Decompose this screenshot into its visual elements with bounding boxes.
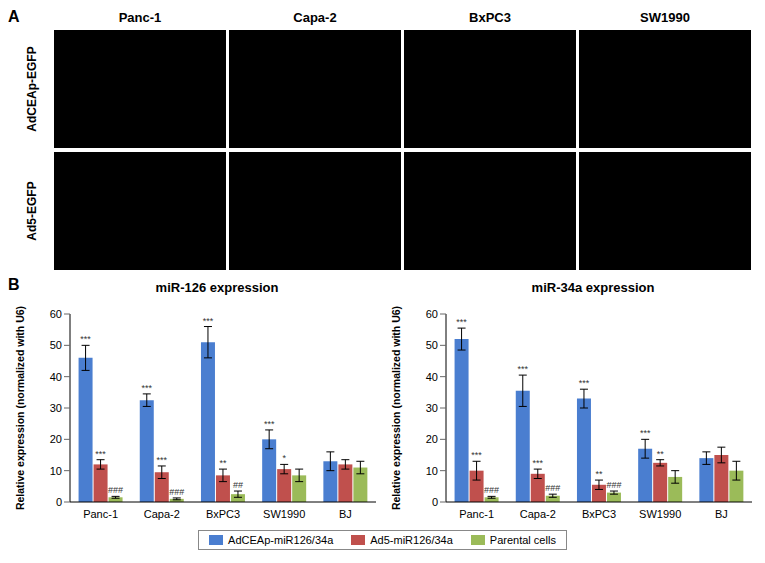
svg-text:***: ***	[456, 317, 467, 327]
svg-text:0: 0	[432, 496, 438, 508]
svg-text:***: ***	[80, 334, 91, 344]
svg-text:60: 60	[50, 308, 62, 320]
svg-text:Capa-2: Capa-2	[520, 508, 556, 520]
html-text:miR-126 expression: miR-126 expression	[155, 280, 279, 295]
svg-text:Panc-1: Panc-1	[459, 508, 494, 520]
html-text:Ad5-miR126/34a: Ad5-miR126/34a	[370, 534, 453, 546]
svg-text:###: ###	[108, 485, 123, 495]
svg-text:###: ###	[484, 485, 499, 495]
html-text:A: A	[8, 8, 20, 25]
svg-text:30: 30	[50, 402, 62, 414]
svg-text:###: ###	[606, 480, 621, 490]
svg-text:40: 40	[426, 371, 438, 383]
svg-text:*: *	[282, 453, 286, 463]
svg-text:###: ###	[545, 483, 560, 493]
svg-text:###: ###	[169, 487, 184, 497]
svg-text:***: ***	[142, 383, 153, 393]
svg-text:***: ***	[203, 316, 214, 326]
html-text:miR-34a expression: miR-34a expression	[531, 280, 655, 295]
svg-text:**: **	[595, 469, 603, 479]
svg-text:***: ***	[533, 458, 544, 468]
svg-text:Relative expression (normalize: Relative expression (normalized with U6)	[390, 306, 402, 510]
svg-text:Capa-2: Capa-2	[144, 508, 180, 520]
svg-text:BxPC3: BxPC3	[206, 508, 240, 520]
html-text:BxPC3: BxPC3	[469, 10, 511, 25]
html-text:Capa-2: Capa-2	[293, 10, 337, 25]
html-text:Ad5-EGFP: Ad5-EGFP	[25, 181, 39, 241]
svg-text:50: 50	[426, 339, 438, 351]
svg-text:60: 60	[426, 308, 438, 320]
html-text:Parental cells: Parental cells	[489, 534, 556, 546]
svg-text:0: 0	[56, 496, 62, 508]
svg-text:***: ***	[640, 428, 651, 438]
svg-text:BxPC3: BxPC3	[582, 508, 616, 520]
svg-text:***: ***	[518, 364, 529, 374]
html-text:Panc-1: Panc-1	[118, 10, 162, 25]
html-text:B: B	[8, 276, 20, 293]
html-text:AdCEAp-miR126/34a: AdCEAp-miR126/34a	[228, 534, 334, 546]
svg-text:20: 20	[50, 433, 62, 445]
svg-text:***: ***	[264, 419, 275, 429]
html-text:SW1990: SW1990	[640, 10, 690, 25]
svg-text:BJ: BJ	[715, 508, 728, 520]
svg-text:40: 40	[50, 371, 62, 383]
svg-text:Panc-1: Panc-1	[83, 508, 118, 520]
svg-text:##: ##	[233, 480, 243, 490]
svg-text:**: **	[219, 458, 227, 468]
svg-text:50: 50	[50, 339, 62, 351]
svg-text:10: 10	[50, 465, 62, 477]
svg-text:**: **	[657, 449, 665, 459]
svg-text:***: ***	[157, 455, 168, 465]
svg-text:SW1990: SW1990	[263, 508, 305, 520]
svg-text:***: ***	[95, 449, 106, 459]
html-text:AdCEAp-EGFP: AdCEAp-EGFP	[25, 46, 39, 132]
svg-text:***: ***	[471, 450, 482, 460]
svg-text:***: ***	[579, 378, 590, 388]
svg-text:BJ: BJ	[339, 508, 352, 520]
svg-text:20: 20	[426, 433, 438, 445]
svg-text:Relative expression (normalize: Relative expression (normalized with U6)	[14, 306, 26, 510]
svg-text:10: 10	[426, 465, 438, 477]
svg-text:SW1990: SW1990	[639, 508, 681, 520]
svg-text:30: 30	[426, 402, 438, 414]
